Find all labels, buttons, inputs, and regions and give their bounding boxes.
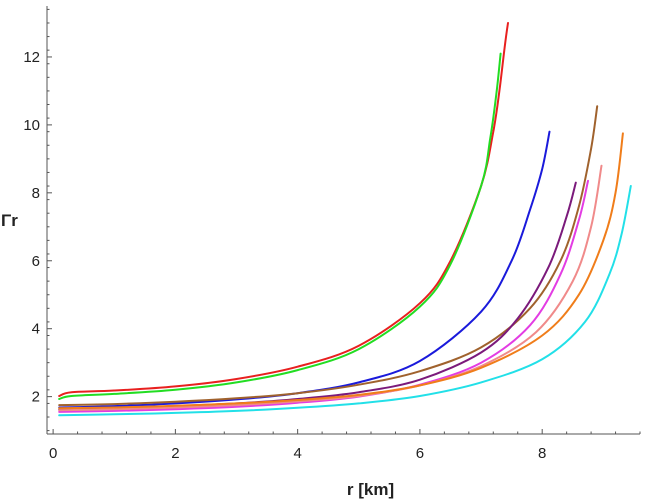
y-tick-label: 2 [32,389,40,406]
series-line-6 [58,179,589,413]
series-line-7 [58,164,603,412]
series-line-5 [58,181,577,411]
series-line-4 [58,105,599,407]
series-line-2 [58,52,502,400]
y-ticks: 2 4 6 8 10 12 [23,8,52,432]
x-axis-title: r [km] [347,480,394,499]
series-line-9 [58,185,632,417]
x-tick-label: 4 [293,445,301,462]
series-layer [58,22,632,417]
x-tick-label: 2 [171,445,179,462]
x-tick-label: 8 [538,445,546,462]
series-line-1 [58,22,509,397]
y-axis-title: Γr [1,211,18,230]
x-tick-label: 0 [49,445,57,462]
x-tick-label: 6 [416,445,424,462]
y-tick-label: 12 [23,49,40,66]
y-tick-label: 4 [32,321,40,338]
series-line-3 [58,130,551,409]
y-tick-label: 8 [32,185,40,202]
y-tick-label: 10 [23,117,40,134]
x-ticks: 0 2 4 6 8 [49,429,641,462]
series-line-8 [58,132,624,410]
y-tick-label: 6 [32,253,40,270]
